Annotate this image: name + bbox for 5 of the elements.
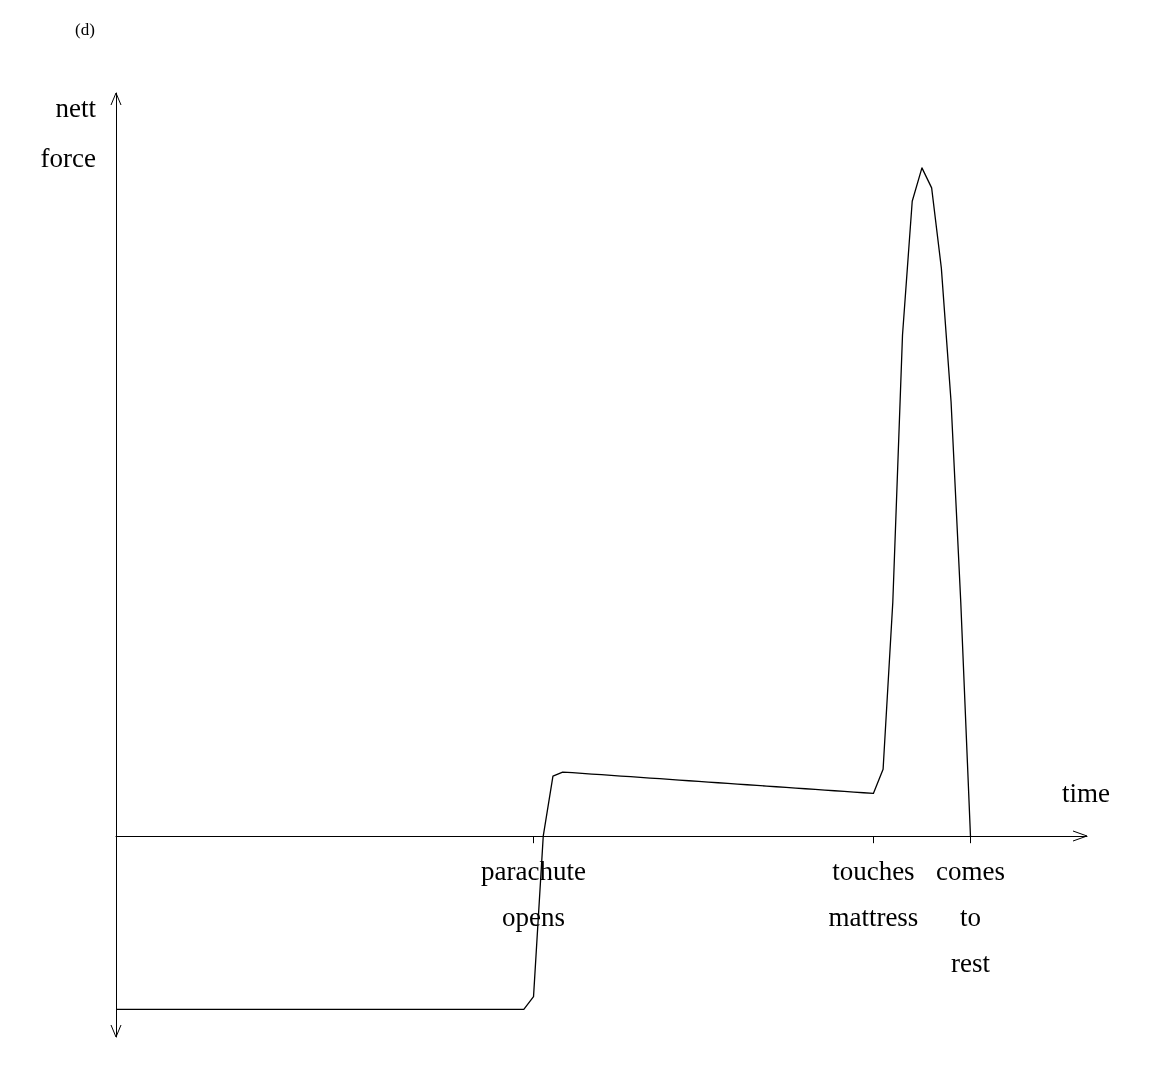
y-axis-title: nett force xyxy=(40,93,97,173)
x-axis-title: time xyxy=(1062,777,1110,808)
x-tick-label: comes to rest xyxy=(935,856,1005,979)
x-tick-label: touches mattress xyxy=(828,856,919,933)
chart-title: (d) xyxy=(75,20,95,39)
